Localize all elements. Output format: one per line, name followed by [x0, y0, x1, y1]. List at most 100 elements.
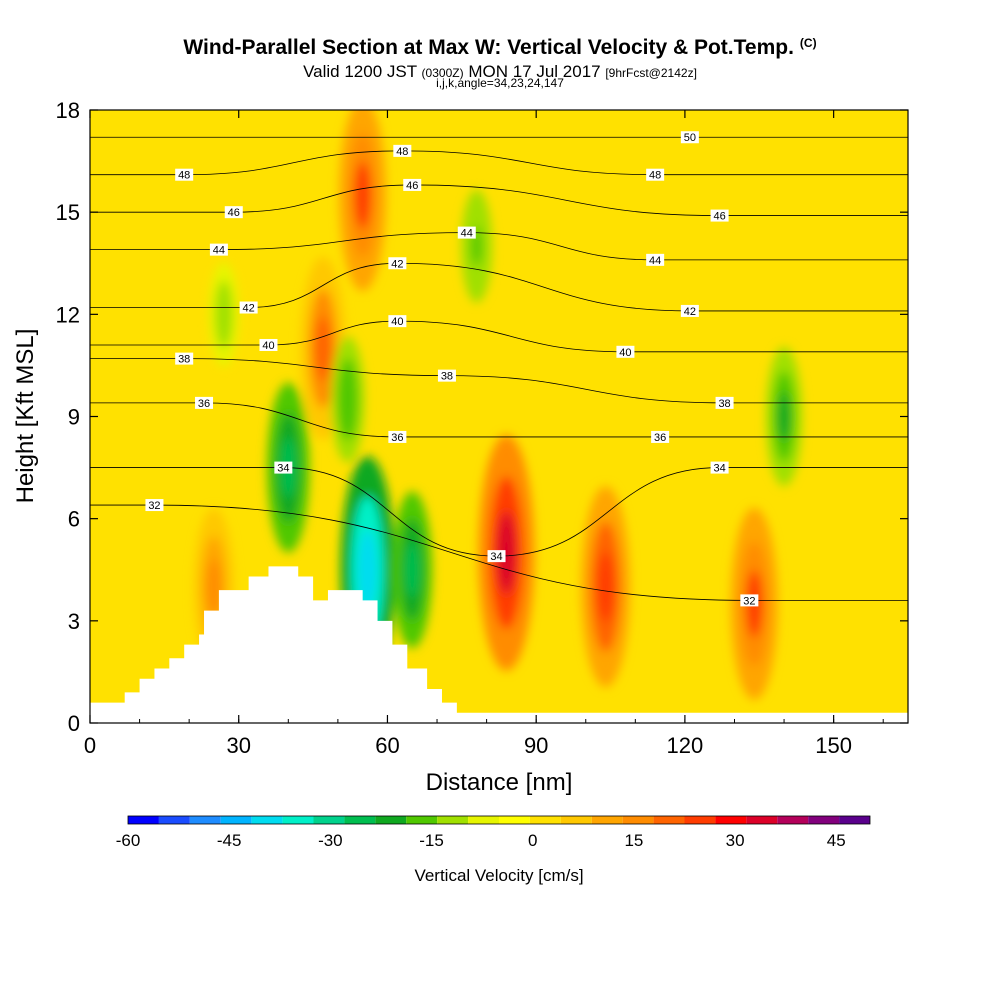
x-tick-label: 30 — [226, 733, 250, 758]
contour-label-bg — [680, 131, 699, 144]
contour-label: 46 — [228, 207, 240, 219]
contour-label-bg — [740, 594, 759, 607]
subtitle-valid-time: Valid 1200 JST — [303, 62, 417, 81]
x-axis-label: Distance [nm] — [426, 769, 573, 796]
chart-title: Wind-Parallel Section at Max W: Vertical… — [0, 36, 1000, 60]
contour-label-bg — [393, 144, 412, 157]
colorbar-swatch — [746, 816, 778, 824]
contour-label: 42 — [684, 306, 696, 318]
colorbar-swatch — [375, 816, 407, 824]
contour-label-bg — [388, 257, 407, 270]
y-tick-label: 9 — [68, 405, 80, 430]
colorbar-tick-label: -45 — [217, 831, 242, 850]
contour-label-bg — [457, 226, 476, 239]
y-axis-label: Height [Kft MSL] — [12, 329, 39, 504]
x-tick-label: 120 — [667, 733, 704, 758]
contour-label: 34 — [713, 463, 725, 475]
contour-label: 48 — [396, 146, 408, 158]
contour-label-bg — [175, 352, 194, 365]
contour-label-bg — [710, 461, 729, 474]
contour-label: 40 — [391, 316, 403, 328]
contour-label-bg — [646, 168, 665, 181]
contour-label: 44 — [213, 245, 225, 257]
contour-label-bg — [175, 168, 194, 181]
contour-label: 44 — [649, 255, 661, 267]
contour-label: 40 — [619, 347, 631, 359]
colorbar-swatch — [282, 816, 314, 824]
velocity-feature-core — [341, 377, 354, 422]
contour-label: 46 — [406, 180, 418, 192]
contour-label: 40 — [262, 340, 274, 352]
colorbar-tick-label: 0 — [528, 831, 537, 850]
isentrope-40 — [90, 320, 908, 353]
colorbar-swatch — [437, 816, 469, 824]
isentrope-42 — [90, 262, 908, 312]
y-tick-label: 15 — [56, 200, 80, 225]
contour-label-bg — [403, 178, 422, 191]
colorbar-tick-label: 45 — [827, 831, 846, 850]
colorbar-swatch — [251, 816, 283, 824]
colorbar-swatch — [591, 816, 623, 824]
colorbar-swatch — [468, 816, 499, 824]
colorbar-tick-label: -30 — [318, 831, 343, 850]
contour-label-bg — [209, 243, 228, 256]
contour-label-bg — [259, 338, 278, 351]
x-tick-label: 0 — [84, 733, 96, 758]
subtitle-utc: (0300Z) — [421, 66, 464, 80]
x-tick-label: 60 — [375, 733, 399, 758]
velocity-feature-core — [405, 542, 420, 598]
colorbar-swatch — [684, 816, 716, 824]
colorbar-swatch — [529, 816, 561, 824]
terrain-mask — [90, 566, 908, 723]
isentrope-46 — [90, 184, 908, 216]
contour-label: 38 — [718, 398, 730, 410]
contour-label-bg — [388, 430, 407, 443]
colorbar-label: Vertical Velocity [cm/s] — [414, 866, 583, 885]
contour-label: 38 — [178, 354, 190, 366]
contour-label-bg — [487, 550, 506, 563]
contour-label: 36 — [198, 398, 210, 410]
contour-label-bg — [646, 253, 665, 266]
velocity-feature-core — [206, 559, 221, 615]
contour-labels: 32 34 36 38 40 42 44 46 48 36 38 40 42 44 46 48 34 40 36 38… — [145, 131, 759, 607]
contour-label: 32 — [743, 595, 755, 607]
velocity-feature-core — [358, 529, 378, 610]
colorbar-frame — [127, 815, 871, 825]
colorbar-swatch — [839, 816, 870, 824]
contour-label: 50 — [684, 132, 696, 144]
isentrope-36 — [90, 402, 908, 438]
chart-title-mark: (C) — [799, 36, 817, 50]
contour-label: 34 — [490, 551, 502, 563]
contour-label-bg — [388, 315, 407, 328]
chart-subtitle: Valid 1200 JST (0300Z) MON 17 Jul 2017 [… — [0, 62, 1000, 82]
contour-label: 36 — [391, 432, 403, 444]
colorbar-swatch — [777, 816, 809, 824]
colorbar-swatch — [189, 816, 221, 824]
contour-label-bg — [145, 499, 164, 512]
contour-label: 46 — [713, 211, 725, 223]
velocity-feature-core — [315, 316, 331, 381]
velocity-field — [194, 110, 803, 700]
contour-label-bg — [239, 301, 258, 314]
contour-label-bg — [710, 209, 729, 222]
colorbar-swatch — [406, 816, 438, 824]
contour-label: 48 — [649, 170, 661, 182]
grid-info: i,j,k,angle=34,23,24,147 — [436, 76, 564, 90]
colorbar-swatch — [344, 816, 376, 824]
colorbar-swatch — [499, 816, 530, 824]
subtitle-forecast: [9hrFcst@2142z] — [605, 66, 697, 80]
colorbar-swatch — [622, 816, 654, 824]
colorbar-swatch — [313, 816, 345, 824]
colorbar-swatch — [128, 816, 159, 824]
contour-label-bg — [195, 396, 214, 409]
contour-label: 42 — [391, 258, 403, 270]
contour-label-bg — [274, 461, 293, 474]
velocity-feature-core — [597, 551, 615, 622]
y-tick-label: 18 — [56, 98, 80, 123]
contour-label: 42 — [243, 303, 255, 315]
subtitle-date: MON 17 Jul 2017 — [468, 62, 601, 81]
colorbar: -60 -45 -30 -15 0 15 30 45 — [116, 815, 871, 850]
velocity-feature-core — [354, 161, 371, 229]
colorbar-swatch — [808, 816, 840, 824]
colorbar-swatch — [220, 816, 252, 824]
